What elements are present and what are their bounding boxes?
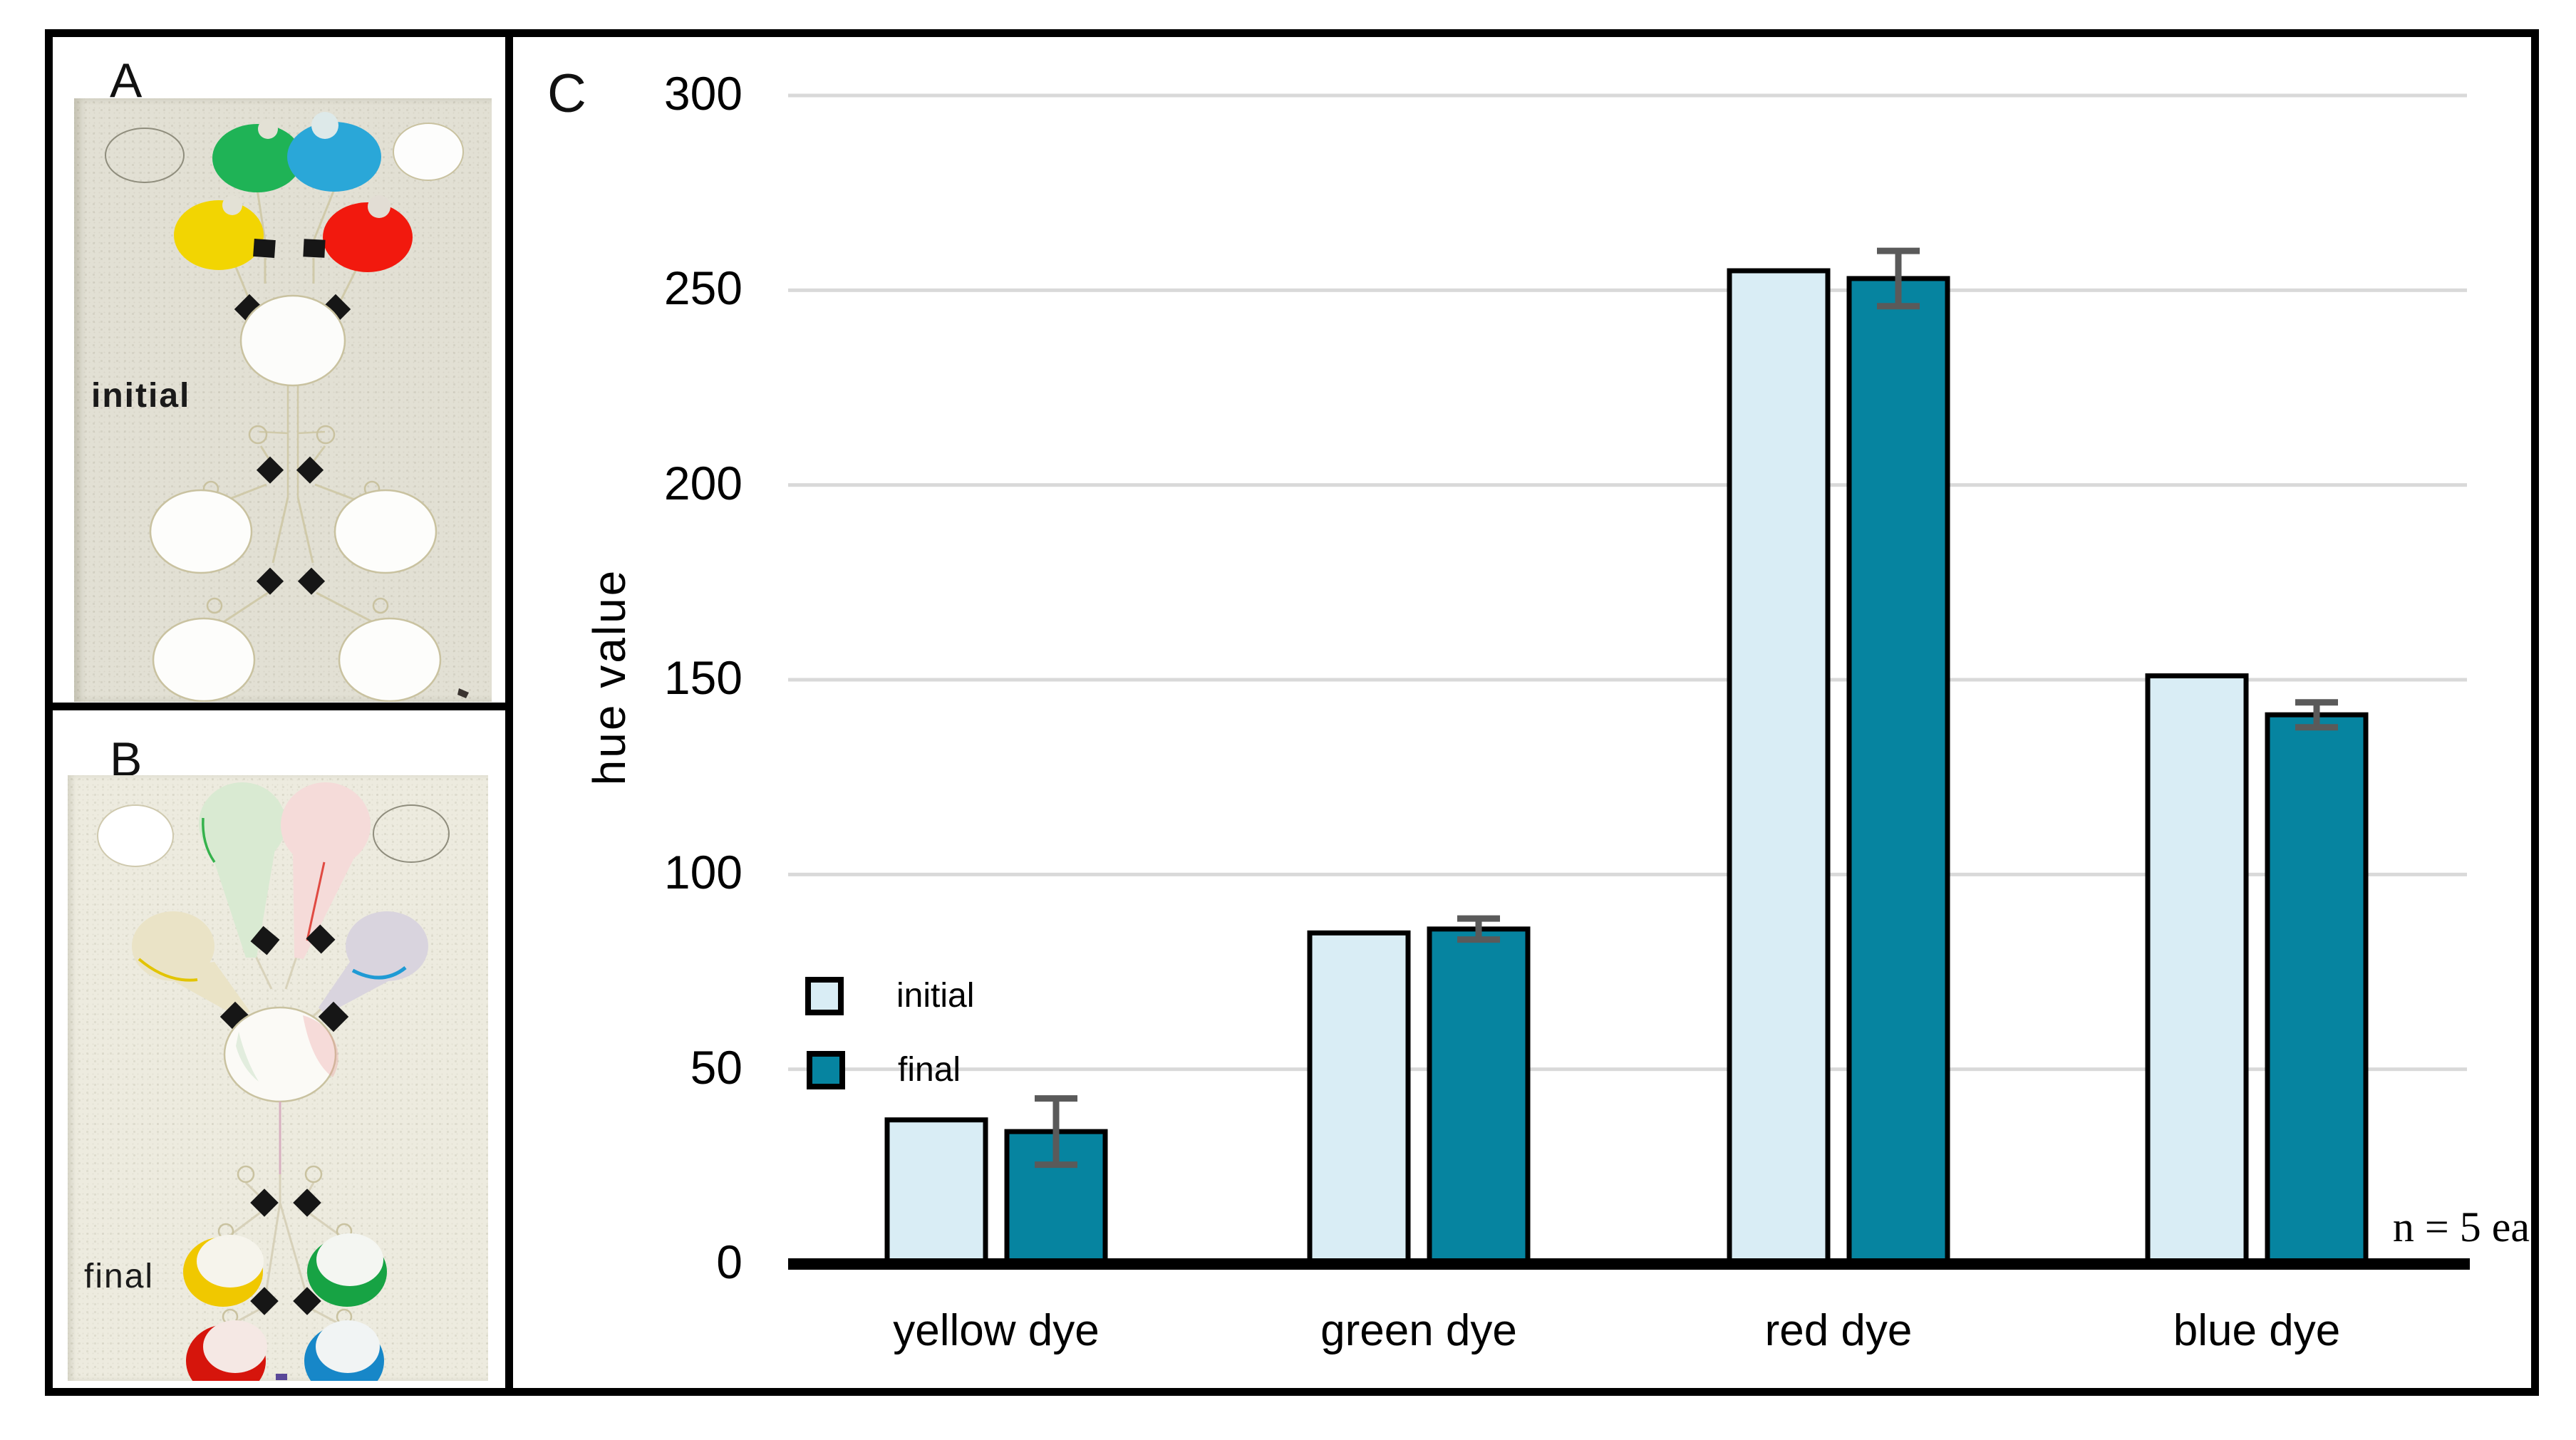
final-annotation: final — [84, 1258, 155, 1295]
empty-outline-port — [105, 128, 185, 183]
drained-yellow-balloon — [132, 911, 250, 1017]
initial-annotation: initial — [91, 377, 191, 415]
mixing-well-final — [223, 1006, 338, 1103]
valves-initial — [234, 238, 351, 595]
mixing-well-initial — [239, 294, 346, 387]
white-well-mid-right — [333, 489, 438, 574]
device-initial-drawing — [105, 112, 469, 702]
legend-item-initial: initial — [805, 976, 974, 1015]
green-dye-reservoir — [212, 124, 302, 192]
yellow-dye-reservoir — [174, 200, 264, 270]
gridline-200 — [788, 483, 2467, 487]
red-result-well — [186, 1320, 267, 1381]
y-tick-label-0: 0 — [716, 1235, 743, 1288]
white-well-bottom-right — [338, 617, 442, 702]
channels-initial — [214, 189, 378, 626]
x-category-label-blue: blue dye — [2173, 1306, 2341, 1355]
legend-swatch-final — [807, 1050, 845, 1089]
y-tick-label-50: 50 — [690, 1040, 743, 1094]
bar-initial-blue — [2145, 673, 2249, 1267]
x-axis-line — [788, 1258, 2470, 1270]
legend-label-initial: initial — [896, 977, 975, 1015]
y-tick-label-250: 250 — [663, 261, 743, 315]
sample-size-note: n = 5 ea — [2392, 1203, 2530, 1250]
white-port-top-right — [393, 123, 464, 181]
y-tick-label-300: 300 — [663, 66, 743, 120]
panel-a-photo — [74, 98, 492, 702]
gridline-50 — [788, 1067, 2467, 1072]
x-category-label-red: red dye — [1764, 1306, 1913, 1355]
scan-artifact-final — [276, 1374, 287, 1380]
device-final-drawing — [97, 782, 450, 1381]
gridline-250 — [788, 288, 2467, 292]
bar-initial-yellow — [884, 1117, 988, 1267]
legend-label-final: final — [898, 1051, 961, 1089]
error-bar-final-green — [1457, 915, 1500, 943]
error-bar-final-blue — [2295, 699, 2338, 731]
legend-swatch-initial — [805, 976, 844, 1015]
blue-result-well — [304, 1320, 384, 1381]
drained-green-balloon — [199, 782, 286, 958]
panel-b-photo — [68, 775, 488, 1381]
bar-final-red — [1846, 276, 1950, 1267]
white-well-bottom-left — [152, 617, 256, 702]
green-notch — [258, 119, 278, 139]
white-well-mid-left — [149, 489, 253, 574]
bar-final-blue — [2265, 712, 2369, 1267]
y-tick-label-100: 100 — [663, 846, 743, 899]
y-tick-label-150: 150 — [663, 651, 743, 704]
bar-final-green — [1427, 926, 1531, 1267]
drained-red-balloon — [281, 782, 371, 959]
error-bar-final-yellow — [1035, 1095, 1077, 1169]
scan-artifact — [457, 688, 469, 698]
legend-item-final: final — [807, 1050, 961, 1089]
bar-initial-red — [1727, 268, 1831, 1267]
green-result-well — [307, 1233, 387, 1307]
blue-dye-reservoir — [287, 122, 381, 192]
error-bar-final-red — [1877, 247, 1920, 310]
bar-initial-green — [1307, 930, 1411, 1267]
gridline-100 — [788, 872, 2467, 876]
white-port-top-left — [97, 804, 174, 867]
red-dye-reservoir — [323, 202, 413, 272]
x-category-label-yellow: yellow dye — [893, 1306, 1100, 1355]
gridline-300 — [788, 93, 2467, 98]
yellow-result-well — [183, 1235, 264, 1307]
red-notch — [368, 195, 390, 218]
blue-notch — [311, 112, 338, 139]
drained-blue-balloon — [319, 911, 428, 1015]
y-tick-label-200: 200 — [663, 456, 743, 509]
panel-c-label: C — [547, 63, 586, 124]
gridline-150 — [788, 678, 2467, 682]
yellow-notch — [222, 195, 242, 215]
empty-outline-port-final — [373, 804, 450, 863]
x-category-label-green: green dye — [1320, 1306, 1517, 1355]
